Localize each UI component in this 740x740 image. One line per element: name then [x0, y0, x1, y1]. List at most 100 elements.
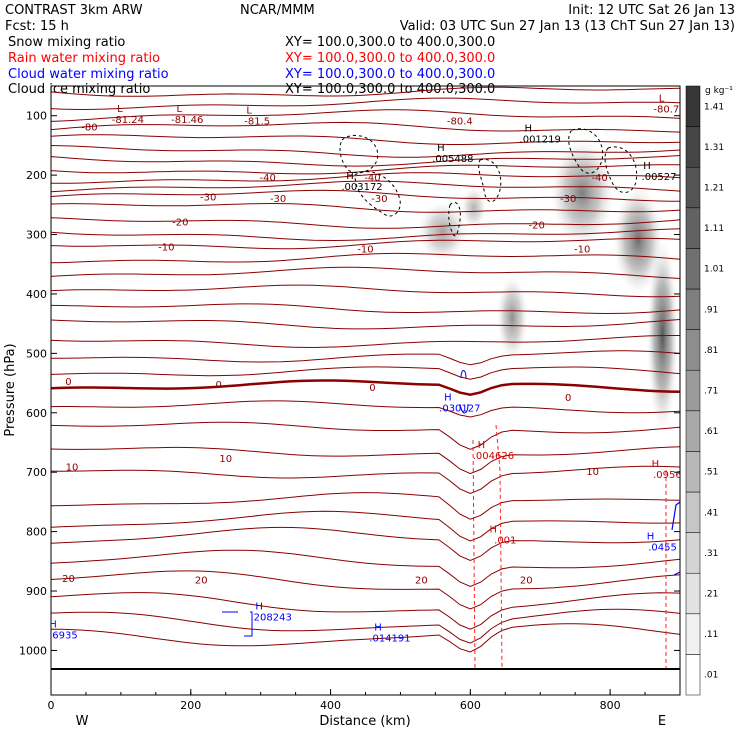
temperature-contour-line — [51, 284, 680, 298]
model-label: CONTRAST 3km ARW — [5, 3, 143, 18]
west-label: W — [76, 714, 89, 729]
temperature-contour-line — [51, 623, 680, 653]
high-value-label: .0956 — [653, 470, 682, 481]
temperature-label: -20 — [172, 218, 188, 229]
low-value-label: -81.24 — [112, 115, 144, 126]
y-tick-label: 200 — [26, 169, 47, 182]
high-marker: H — [49, 620, 57, 631]
y-tick-label: 500 — [26, 347, 47, 360]
colorbar-swatch — [685, 613, 701, 655]
y-tick-label: 400 — [26, 288, 47, 301]
temperature-label: 0 — [65, 377, 71, 388]
contour-labels: -80 -80.4 -40 -40 -40 -30 -30 -30 -30 -20 -20 -10 -1… — [49, 94, 682, 645]
high-value-label: .005488 — [432, 154, 473, 165]
temperature-label: 20 — [195, 575, 208, 586]
y-tick-label: 900 — [26, 585, 47, 598]
x-axis-title: Distance (km) — [319, 714, 410, 729]
cloudwater-contour-1 — [460, 370, 467, 379]
colorbar-label: 1.41 — [704, 102, 724, 112]
temperature-label: 10 — [219, 454, 232, 465]
colorbar-swatch — [685, 572, 701, 615]
high-value-label: .001 — [494, 535, 516, 546]
ice-contour-4 — [478, 158, 502, 203]
temperature-contour-line — [51, 134, 680, 145]
colorbar-label: 1.11 — [704, 224, 724, 234]
temperature-label: -40 — [591, 173, 607, 184]
high-value-label: 6935 — [52, 631, 77, 642]
temperature-label: 0 — [369, 383, 375, 394]
legend-cloudwater-label: Cloud water mixing ratio — [8, 67, 169, 82]
temperature-contour-line — [51, 421, 680, 450]
high-marker: H — [346, 171, 354, 182]
legend-snow-label: Snow mixing ratio — [8, 35, 125, 50]
temperature-contour-line — [51, 592, 680, 630]
high-marker: H — [524, 123, 532, 134]
east-label: E — [658, 714, 666, 729]
temperature-label: -80 — [81, 123, 97, 134]
colorbar-swatch — [685, 654, 701, 696]
y-tick-label: 800 — [26, 526, 47, 539]
high-value-label: .030127 — [439, 404, 480, 415]
header: CONTRAST 3km ARW NCAR/MMM Init: 12 UTC S… — [5, 3, 735, 34]
colorbar-swatch — [685, 248, 701, 290]
colorbar-label: .61 — [704, 427, 718, 437]
colorbar-label: 1.01 — [704, 265, 724, 275]
high-value-label: .001219 — [520, 134, 561, 145]
low-marker: L — [659, 94, 665, 105]
y-axis-title: Pressure (hPa) — [3, 343, 18, 436]
plot-area: -80 -80.4 -40 -40 -40 -30 -30 -30 -30 -20 -20 -10 -1… — [49, 86, 682, 669]
temperature-contour-line — [51, 526, 680, 561]
high-marker: H — [643, 161, 651, 172]
y-tick-label: 700 — [26, 466, 47, 479]
temperature-contour-line — [51, 202, 680, 213]
temperature-contour-line — [51, 465, 680, 495]
low-value-label: -81.5 — [244, 117, 270, 128]
high-marker: H — [647, 532, 655, 543]
rain-contour-2 — [495, 424, 503, 669]
temperature-label: 10 — [586, 467, 599, 478]
temperature-contour-line — [51, 446, 680, 475]
colorbar-swatch — [685, 451, 701, 493]
fcst-label: Fcst: 15 h — [5, 19, 69, 34]
y-tick-label: 100 — [26, 110, 47, 123]
temperature-contour-line — [51, 510, 680, 542]
colorbar-label: .71 — [704, 387, 718, 397]
temperature-label: -40 — [364, 173, 380, 184]
org-label: NCAR/MMM — [240, 3, 315, 18]
temperature-label: 10 — [66, 462, 79, 473]
legend: Snow mixing ratio XY= 100.0,300.0 to 400… — [8, 35, 495, 97]
temperature-contour-line — [51, 608, 680, 644]
temperature-label: -30 — [560, 194, 576, 205]
temperature-label: -20 — [529, 221, 545, 232]
x-tick-label: 400 — [320, 699, 341, 712]
colorbar-swatch — [685, 491, 701, 533]
colorbar-label: .91 — [704, 305, 718, 315]
colorbar-label: .31 — [704, 549, 718, 559]
low-marker: L — [117, 104, 123, 115]
snow-area-2 — [496, 276, 528, 360]
temperature-label: 0 — [216, 380, 222, 391]
temperature-label: 20 — [62, 574, 75, 585]
ice-contour-6 — [604, 146, 638, 193]
ice-contour-5 — [568, 128, 604, 174]
temperature-contour-line — [51, 180, 680, 193]
snow-shading-layer — [417, 139, 678, 431]
temperature-contour-line — [51, 97, 680, 111]
high-value-label: .208243 — [250, 613, 291, 624]
cloudwater-contour-3 — [222, 611, 253, 637]
high-marker: H — [652, 459, 660, 470]
high-marker: H — [255, 602, 263, 613]
temperature-label: -10 — [357, 244, 373, 255]
temperature-contour-line — [51, 379, 680, 396]
temperature-label: -40 — [259, 173, 275, 184]
rain-contour-1 — [472, 439, 476, 669]
temperature-contour-line — [51, 400, 680, 418]
high-marker: H — [374, 623, 382, 634]
temperature-contour-line — [51, 492, 680, 520]
low-marker: L — [176, 104, 182, 115]
legend-rain-label: Rain water mixing ratio — [8, 51, 160, 66]
snow-area-4 — [613, 187, 663, 294]
high-marker: H — [490, 524, 498, 535]
colorbar-swatch — [685, 369, 701, 412]
